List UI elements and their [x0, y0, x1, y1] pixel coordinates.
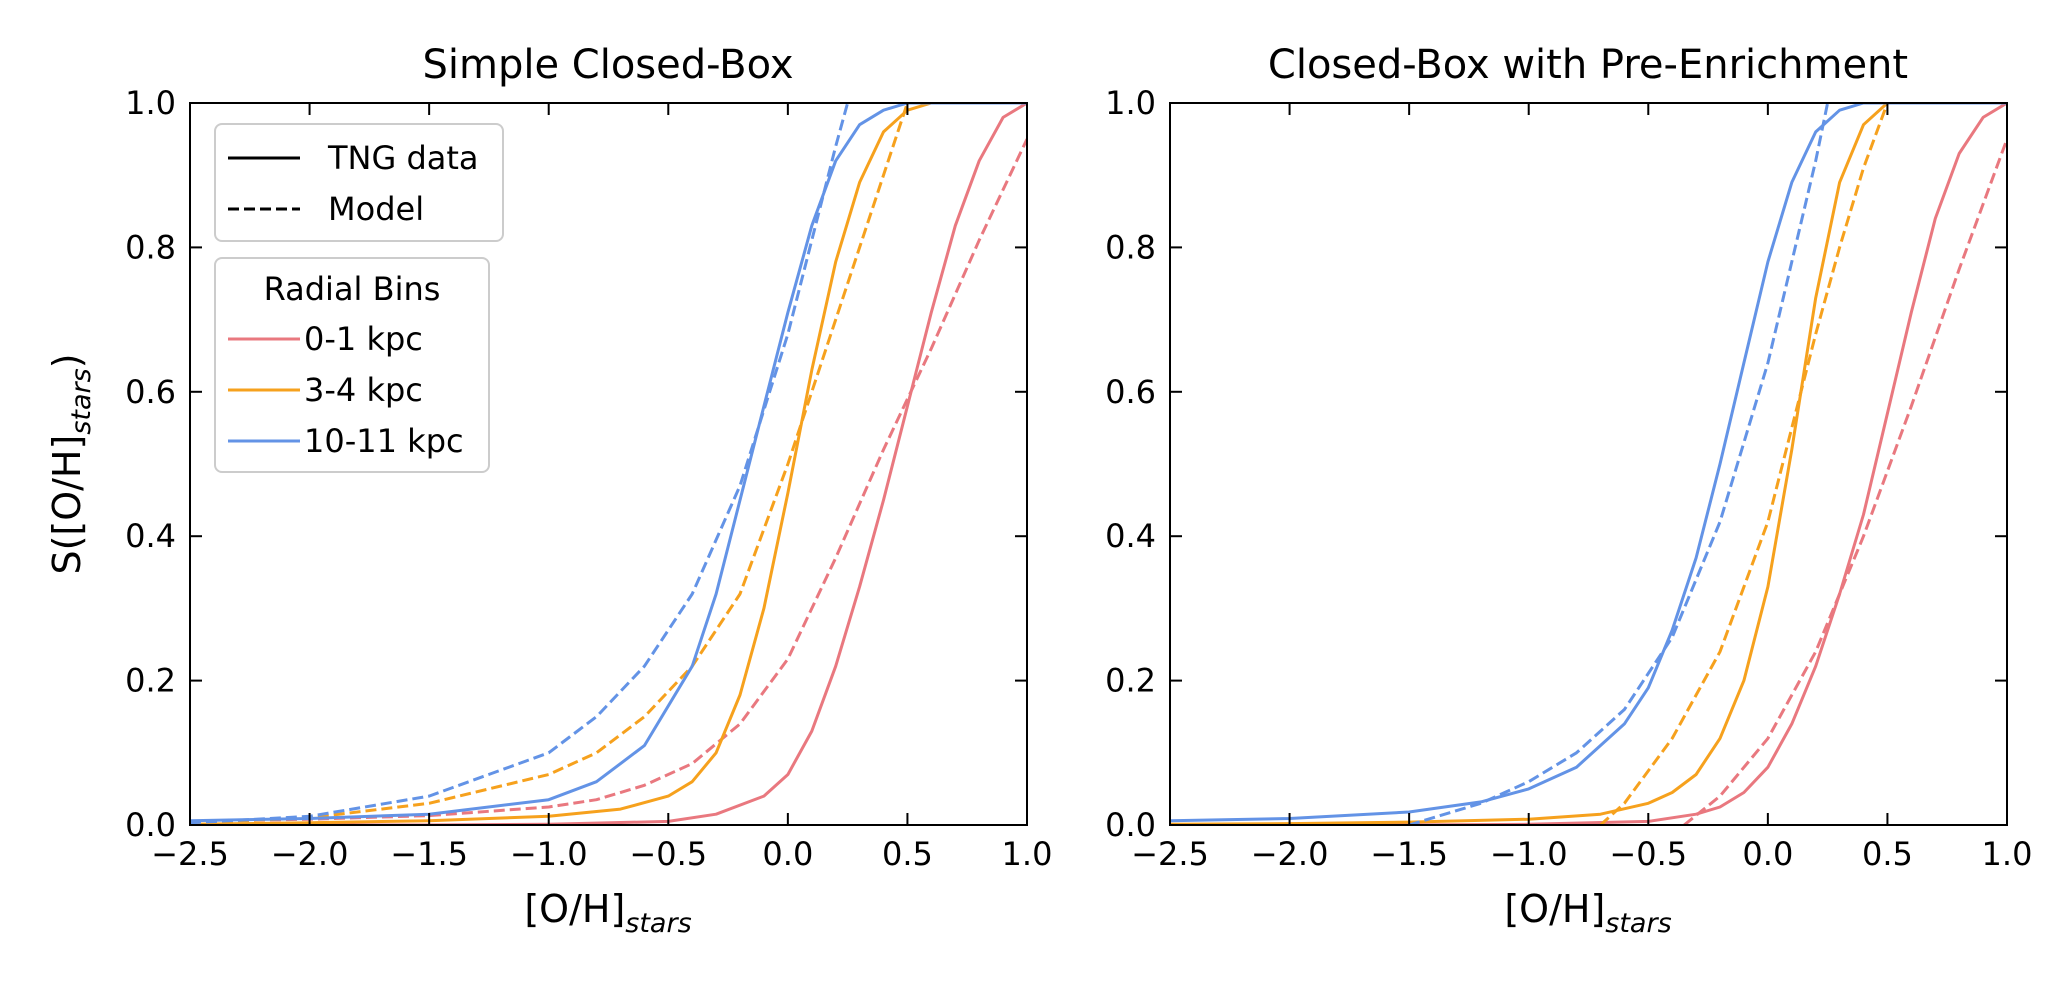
x-tick-label: −0.5 — [1609, 835, 1687, 873]
series-0-1-kpc-dashed — [1683, 138, 2007, 825]
series-0-1-kpc-solid — [190, 103, 1027, 825]
y-tick-label: 0.8 — [125, 228, 176, 266]
y-tick-label: 0.4 — [1105, 517, 1156, 555]
x-tick-label: 0.5 — [882, 835, 933, 873]
series-0-1-kpc-solid — [1170, 103, 2007, 825]
y-tick-label: 0.6 — [125, 373, 176, 411]
x-tick-label: 0.5 — [1862, 835, 1913, 873]
y-tick-label: 0.2 — [1105, 662, 1156, 700]
x-tick-label: −2.0 — [271, 835, 349, 873]
legend-solid-label: TNG data — [327, 139, 479, 177]
x-tick-label: −0.5 — [629, 835, 707, 873]
y-tick-label: 0.0 — [1105, 806, 1156, 844]
legend-label-3-4-kpc: 3-4 kpc — [304, 371, 423, 409]
ticks-group: −2.5 −2.0 −1.5 −1.0 −0.5 0.0 0.5 1.0 0.0 0.2 0.4 0.… — [125, 84, 1052, 873]
legend-frame — [214, 257, 490, 473]
legend-radial-bins: Radial Bins 0-1 kpc 3-4 kpc 10-11 kpc — [214, 257, 490, 473]
x-tick-label: −1.0 — [1490, 835, 1568, 873]
legend-label-10-11-kpc: 10-11 kpc — [304, 422, 464, 460]
y-tick-label: 1.0 — [1105, 84, 1156, 122]
ticks-group: −2.5 −2.0 −1.5 −1.0 −0.5 0.0 0.5 1.0 0.0 0.2 0.4 0.… — [1105, 84, 2032, 873]
legend-line-style: TNG data Model — [214, 123, 504, 242]
panel-title: Closed-Box with Pre-Enrichment — [1268, 42, 1908, 88]
series-group — [1170, 103, 2007, 825]
x-tick-label: 1.0 — [1982, 835, 2033, 873]
plot-frame — [1169, 102, 2008, 826]
x-tick-label: −2.5 — [1131, 835, 1209, 873]
y-tick-label: 1.0 — [125, 84, 176, 122]
y-axis-label: S([O/H]stars) — [45, 353, 97, 574]
legend-frame — [214, 123, 504, 242]
panel-pre-enrichment: Closed-Box with Pre-Enrichment −2.5 −2.0−… — [1105, 42, 2032, 939]
series-3-4-kpc-dashed — [190, 103, 909, 825]
series-3-4-kpc-solid — [1170, 103, 2007, 825]
panel-simple-closed-box: Simple Closed-Box −2.5 −2.0 −1.5 −1.0 −0.5 0.… — [45, 42, 1052, 939]
x-tick-label: 1.0 — [1002, 835, 1053, 873]
x-tick-label: 0.0 — [762, 835, 813, 873]
plot-frame — [189, 102, 1028, 826]
series-0-1-kpc-dashed — [190, 138, 1027, 823]
x-tick-label: −2.5 — [151, 835, 229, 873]
y-tick-label: 0.4 — [125, 517, 176, 555]
x-tick-label: −1.5 — [390, 835, 468, 873]
panel-title: Simple Closed-Box — [422, 42, 793, 88]
x-tick-label: −2.0 — [1251, 835, 1329, 873]
series-10-11-kpc-solid — [1170, 103, 2007, 823]
series-10-11-kpc-solid — [190, 103, 1027, 823]
x-axis-label: [O/H]stars — [1504, 887, 1671, 939]
x-tick-label: −1.0 — [510, 835, 588, 873]
series-3-4-kpc-dashed — [1599, 103, 1889, 825]
series-group — [190, 103, 1027, 825]
legend-dashed-label: Model — [328, 190, 424, 228]
y-tick-label: 0.6 — [1105, 373, 1156, 411]
series-10-11-kpc-dashed — [1408, 103, 1830, 825]
legend-label-0-1-kpc: 0-1 kpc — [304, 320, 423, 358]
x-tick-label: −1.5 — [1370, 835, 1448, 873]
legend-title: Radial Bins — [264, 270, 441, 308]
y-tick-label: 0.2 — [125, 662, 176, 700]
y-tick-label: 0.8 — [1105, 228, 1156, 266]
y-tick-label: 0.0 — [125, 806, 176, 844]
x-axis-label: [O/H]stars — [524, 887, 691, 939]
x-tick-label: 0.0 — [1742, 835, 1793, 873]
